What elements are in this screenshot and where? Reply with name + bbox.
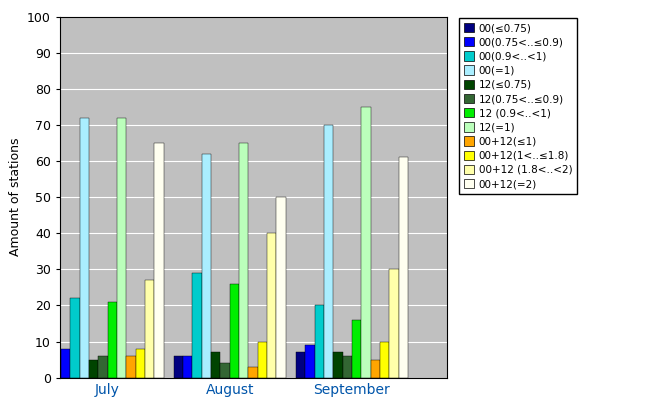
Bar bbox=[343, 356, 352, 378]
Bar bbox=[126, 356, 135, 378]
Bar bbox=[79, 118, 89, 378]
Bar bbox=[107, 302, 117, 378]
Bar bbox=[398, 157, 408, 378]
Bar bbox=[324, 125, 334, 378]
Y-axis label: Amount of stations: Amount of stations bbox=[9, 138, 21, 256]
Bar bbox=[211, 352, 220, 378]
Bar bbox=[315, 305, 324, 378]
Bar bbox=[352, 320, 362, 378]
Bar bbox=[296, 352, 305, 378]
Bar bbox=[334, 352, 343, 378]
Bar bbox=[220, 363, 229, 378]
Bar bbox=[183, 356, 192, 378]
Bar bbox=[98, 356, 107, 378]
Bar bbox=[173, 356, 183, 378]
Bar bbox=[267, 233, 276, 378]
Bar bbox=[380, 342, 390, 378]
Bar bbox=[276, 197, 285, 378]
Bar bbox=[117, 118, 126, 378]
Bar bbox=[70, 298, 79, 378]
Bar bbox=[305, 345, 315, 378]
Bar bbox=[362, 107, 371, 378]
Bar bbox=[51, 367, 61, 378]
Bar bbox=[135, 349, 145, 378]
Bar bbox=[89, 359, 98, 378]
Bar bbox=[390, 269, 398, 378]
Bar bbox=[229, 284, 239, 378]
Bar bbox=[145, 280, 154, 378]
Bar bbox=[248, 367, 257, 378]
Bar bbox=[201, 154, 211, 378]
Bar bbox=[257, 342, 267, 378]
Bar bbox=[239, 143, 248, 378]
Bar bbox=[61, 349, 70, 378]
Bar bbox=[192, 273, 201, 378]
Legend: 00(≤0.75), 00(0.75<..≤0.9), 00(0.9<..<1), 00(=1), 12(≤0.75), 12(0.75<..≤0.9), 12: 00(≤0.75), 00(0.75<..≤0.9), 00(0.9<..<1)… bbox=[459, 18, 578, 194]
Bar bbox=[154, 143, 163, 378]
Bar bbox=[371, 359, 380, 378]
